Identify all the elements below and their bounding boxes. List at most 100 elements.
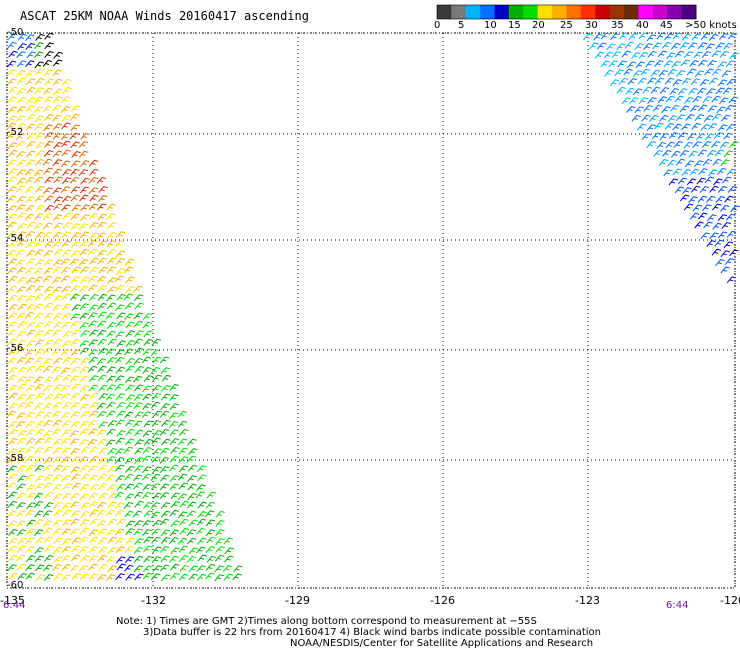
wind-barb <box>720 159 730 167</box>
wind-barb <box>160 393 171 401</box>
footer-note-line3: NOAA/NESDIS/Center for Satellite Applica… <box>290 638 594 649</box>
wind-barb <box>161 438 171 446</box>
wind-barb <box>151 338 162 346</box>
wind-barb <box>16 151 26 158</box>
wind-barb <box>51 428 62 436</box>
wind-barb <box>60 384 71 392</box>
wind-barb <box>15 554 26 562</box>
wind-barb <box>215 510 225 518</box>
wind-barb <box>53 259 63 267</box>
wind-barb <box>62 374 73 382</box>
wind-barb <box>694 160 704 168</box>
wind-barb <box>114 537 125 545</box>
wind-barb <box>7 267 17 275</box>
wind-barb <box>52 78 63 86</box>
wind-barb <box>53 176 63 184</box>
wind-barb <box>152 519 163 527</box>
wind-barb <box>702 96 712 103</box>
wind-barb <box>169 438 180 446</box>
wind-barb <box>6 482 17 490</box>
wind-barb <box>6 132 17 140</box>
wind-barb <box>124 473 134 481</box>
wind-barb <box>125 276 135 284</box>
wind-barb <box>205 529 216 537</box>
wind-barb <box>170 492 181 500</box>
wind-barb <box>8 473 18 481</box>
wind-barb <box>52 231 63 239</box>
wind-barb <box>142 446 153 454</box>
wind-barb <box>150 473 161 481</box>
wind-barb <box>42 275 53 283</box>
wind-barb <box>88 501 99 508</box>
wind-barb <box>25 546 36 554</box>
wind-barb <box>35 231 45 239</box>
wind-barb <box>17 572 27 580</box>
wind-barb <box>726 230 737 238</box>
wind-barb <box>42 482 53 490</box>
wind-barb <box>125 384 135 392</box>
wind-barb <box>70 194 81 202</box>
wind-barb <box>694 70 705 78</box>
wind-barb <box>659 133 670 141</box>
wind-barb <box>70 411 80 419</box>
wind-barb <box>24 401 35 409</box>
wind-barb <box>26 258 36 266</box>
wind-barb <box>33 267 44 275</box>
wind-barb <box>142 492 152 499</box>
wind-barb <box>206 536 216 544</box>
wind-barb <box>44 32 54 40</box>
wind-barb <box>663 60 674 68</box>
wind-barb <box>62 330 73 338</box>
wind-barb <box>196 573 207 581</box>
wind-barb <box>693 51 703 59</box>
wind-barb <box>711 50 722 58</box>
wind-barb <box>107 447 118 455</box>
wind-barb <box>106 294 116 302</box>
wind-barb <box>52 401 63 409</box>
wind-barb <box>7 213 18 221</box>
wind-barb <box>689 212 700 220</box>
wind-barb <box>715 259 725 266</box>
wind-barb <box>700 232 710 240</box>
wind-barb <box>33 312 44 320</box>
wind-barb <box>134 365 145 373</box>
wind-barb <box>151 392 162 400</box>
wind-barb <box>698 104 708 112</box>
wind-barb <box>713 132 724 139</box>
wind-barb <box>151 456 161 464</box>
wind-barb <box>35 537 45 544</box>
wind-barb <box>79 322 89 330</box>
wind-barb <box>70 339 80 346</box>
longitude-label: -129 <box>285 594 310 607</box>
wind-barb <box>26 250 36 257</box>
wind-barb <box>679 150 690 157</box>
wind-barb <box>70 554 81 562</box>
wind-barb <box>79 266 90 274</box>
wind-barb <box>125 465 135 473</box>
wind-barb <box>169 483 179 491</box>
wind-barb <box>177 420 188 428</box>
wind-barb <box>724 258 735 265</box>
wind-barb <box>106 240 117 248</box>
wind-barb <box>97 374 107 382</box>
wind-barb <box>62 356 73 364</box>
wind-barb <box>98 195 108 202</box>
wind-barb <box>107 484 117 492</box>
wind-barb <box>53 556 63 564</box>
wind-barb <box>43 96 54 104</box>
wind-barb <box>727 32 738 40</box>
wind-barb <box>89 392 99 400</box>
wind-barb <box>646 141 656 148</box>
wind-barb <box>88 275 98 283</box>
longitude-label: -132 <box>141 594 166 607</box>
wind-barb <box>683 141 694 149</box>
wind-barb <box>623 68 633 76</box>
wind-barb <box>43 250 53 258</box>
wind-barb <box>16 563 27 571</box>
wind-barb <box>35 185 45 193</box>
wind-barb <box>688 150 698 158</box>
wind-barb <box>79 546 89 554</box>
wind-barb <box>717 231 728 239</box>
wind-barb <box>70 186 81 194</box>
wind-barb <box>142 366 152 374</box>
